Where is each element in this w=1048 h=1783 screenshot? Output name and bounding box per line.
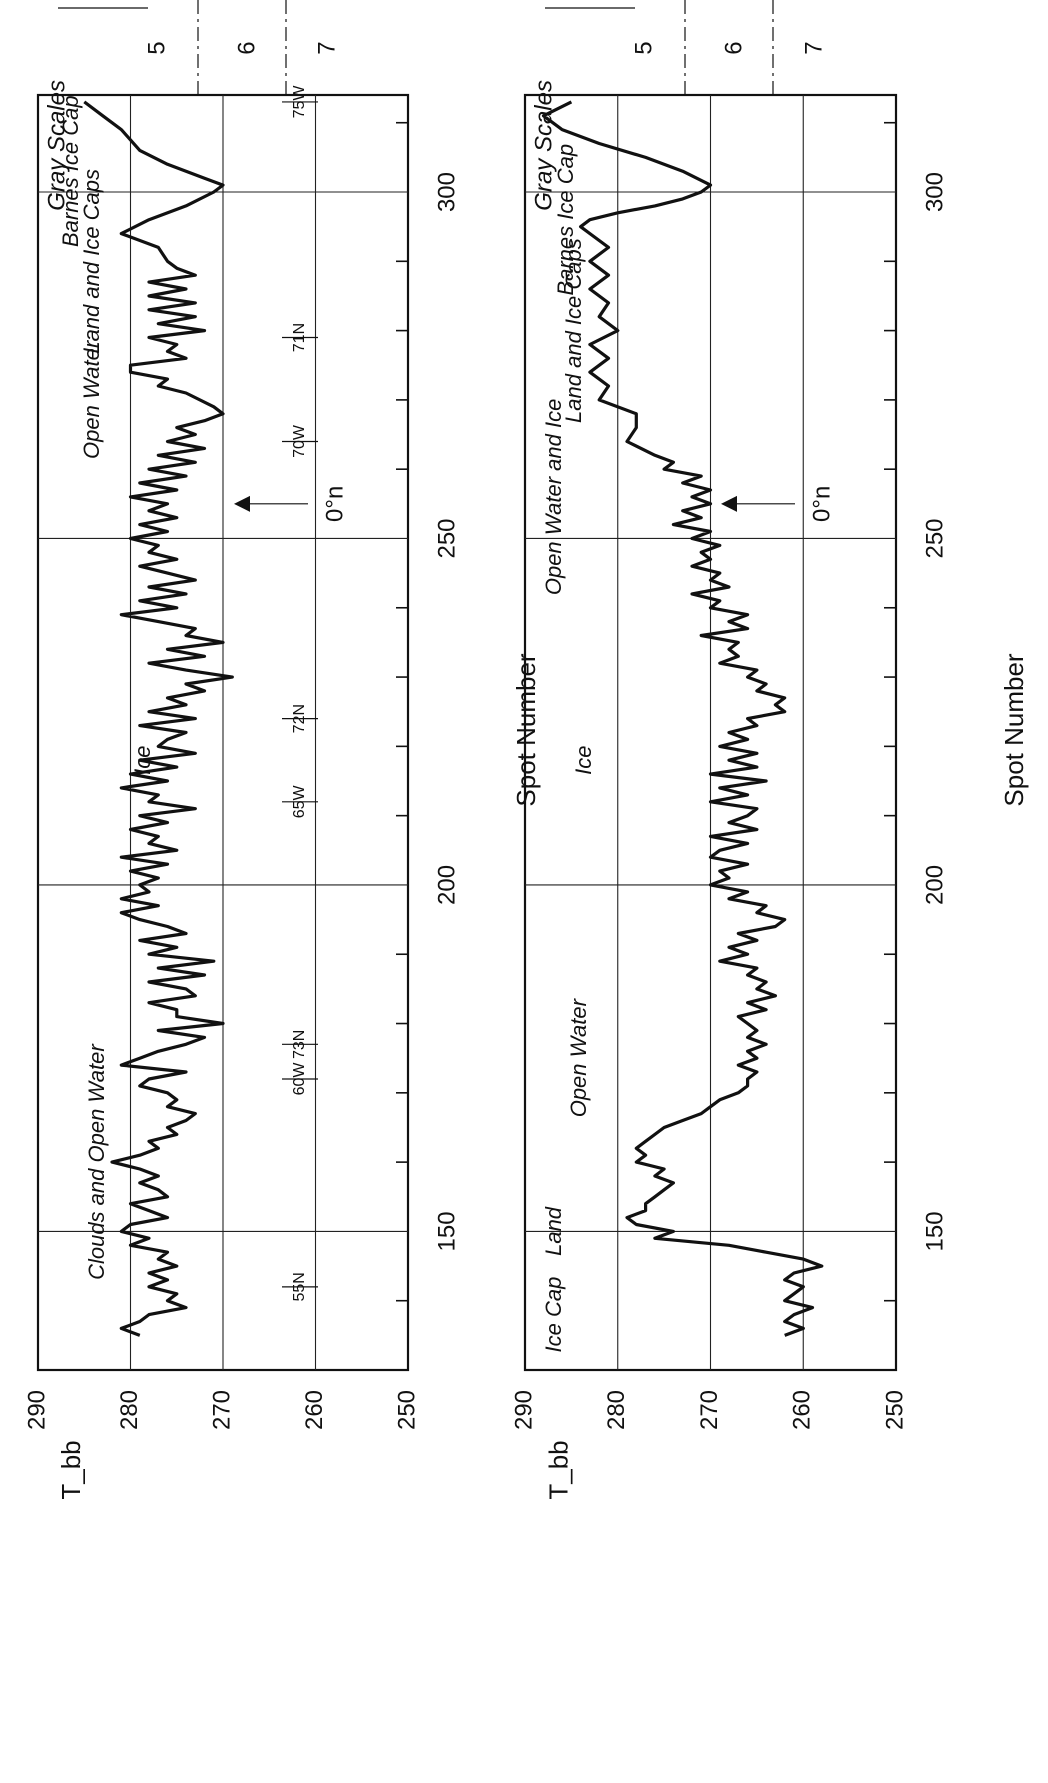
data-series-1	[541, 100, 824, 1337]
gray-scale-level-5: 5	[630, 41, 657, 54]
y-tick-label: 290	[510, 1390, 537, 1430]
y-tick-label: 280	[603, 1390, 630, 1430]
region-label: Open Water	[566, 997, 591, 1117]
y-tick-label: 260	[301, 1390, 328, 1430]
y-tick-label: 290	[23, 1390, 50, 1430]
x-tick-label: 150	[433, 1211, 460, 1251]
y-tick-label: 280	[116, 1390, 143, 1430]
gray-scale-level-6: 6	[233, 41, 260, 54]
panel-2: 250 260 270 280 290 150 200 250 300 Spot Number T_…	[510, 0, 1029, 1500]
gray-scale-level-7: 7	[800, 41, 827, 54]
region-label: Land and Ice Caps	[561, 238, 586, 423]
gray-scale-level-5: 5	[143, 41, 170, 54]
x-tick-label: 300	[921, 172, 948, 212]
y-tick-label: 270	[696, 1390, 723, 1430]
x-tick-label: 250	[433, 518, 460, 558]
region-label: Open Water and Ice	[541, 399, 566, 596]
gray-scales-label: Gray Scales	[43, 80, 70, 211]
zero-n-label: 0°n	[808, 486, 835, 522]
region-label: Land	[541, 1206, 566, 1256]
data-series-1	[83, 100, 234, 1337]
x-tick-label: 250	[921, 518, 948, 558]
y-tick-label: 270	[208, 1390, 235, 1430]
gray-scales-label: Gray Scales	[530, 80, 557, 211]
gray-scale-level-7: 7	[313, 41, 340, 54]
region-label: Clouds and Open Water	[84, 1043, 109, 1280]
y-tick-label: 250	[881, 1390, 908, 1430]
x-tick-label: 200	[921, 865, 948, 905]
gray-scale-level-6: 6	[720, 41, 747, 54]
region-label: Ice Cap	[541, 1277, 566, 1353]
y-axis-title: T_bb	[543, 1440, 573, 1499]
region-label: Ice	[571, 746, 596, 775]
y-tick-label: 260	[789, 1390, 816, 1430]
x-tick-label: 300	[433, 172, 460, 212]
x-tick-label: 150	[921, 1211, 948, 1251]
x-axis-title: Spot Number	[999, 653, 1029, 807]
region-label: Open Water	[79, 339, 104, 459]
y-axis-title: T_bb	[56, 1440, 86, 1499]
region-label: Barnes Ice Cap	[553, 144, 578, 296]
x-tick-label: 200	[433, 865, 460, 905]
region-label: Land and Ice Caps	[79, 169, 104, 354]
zero-n-arrowhead	[721, 495, 737, 512]
region-label: Barnes Ice Cap	[58, 95, 83, 247]
zero-n-label: 0°n	[321, 486, 348, 522]
zero-n-arrowhead	[234, 495, 250, 512]
y-tick-label: 250	[393, 1390, 420, 1430]
